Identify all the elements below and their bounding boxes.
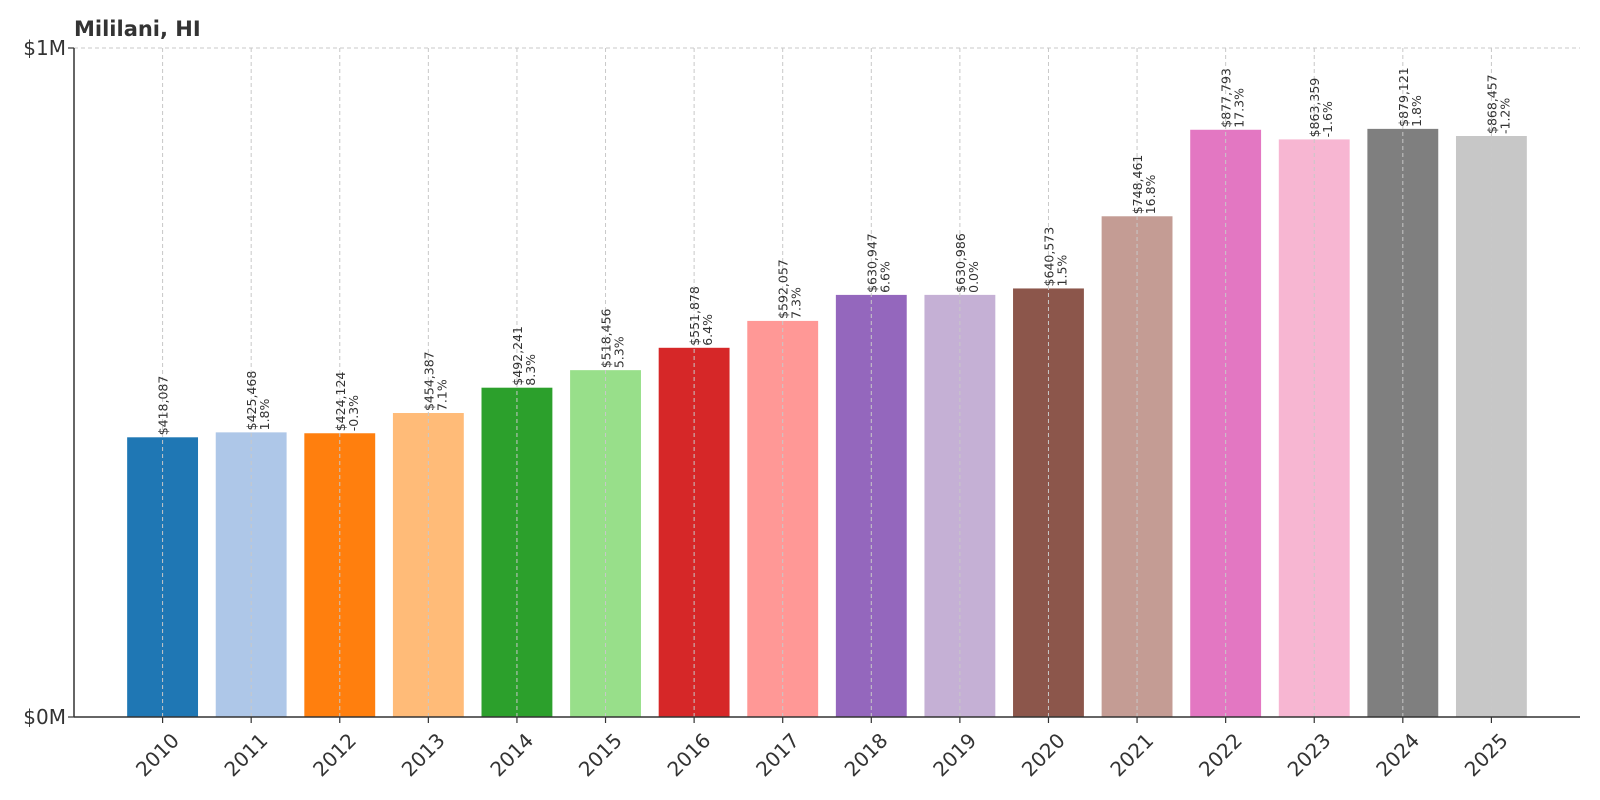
value-label-2020: $640,573 bbox=[1041, 227, 1056, 287]
value-label-2018: $630,947 bbox=[864, 233, 879, 293]
y-tick-label: $1M bbox=[23, 36, 66, 60]
x-tick-label-2020: 2020 bbox=[1017, 728, 1070, 781]
value-label-2024: $879,121 bbox=[1396, 67, 1411, 127]
bar-2010 bbox=[127, 437, 199, 717]
x-tick-label-2011: 2011 bbox=[219, 728, 272, 781]
bar-2021 bbox=[1101, 216, 1173, 717]
change-label-2024: 1.8% bbox=[1409, 95, 1424, 127]
value-label-2017: $592,057 bbox=[776, 259, 791, 319]
y-tick-label: $0M bbox=[23, 705, 66, 729]
value-label-2011: $425,468 bbox=[244, 371, 259, 431]
x-tick-label-2018: 2018 bbox=[840, 728, 893, 781]
x-tick-label-2024: 2024 bbox=[1371, 728, 1424, 781]
value-label-2023: $863,359 bbox=[1307, 78, 1322, 138]
change-label-2016: 6.4% bbox=[700, 314, 715, 346]
value-label-2012: $424,124 bbox=[333, 372, 348, 432]
change-label-2022: 17.3% bbox=[1232, 88, 1247, 128]
x-tick-label-2010: 2010 bbox=[131, 728, 184, 781]
bar-2022 bbox=[1190, 129, 1262, 718]
change-label-2015: 5.3% bbox=[612, 336, 627, 368]
change-label-2017: 7.3% bbox=[789, 287, 804, 319]
x-tick-label-2022: 2022 bbox=[1194, 728, 1247, 781]
change-label-2019: 0.0% bbox=[966, 261, 981, 293]
x-tick-label-2017: 2017 bbox=[751, 728, 804, 781]
value-label-2014: $492,241 bbox=[510, 326, 525, 386]
x-tick-label-2013: 2013 bbox=[397, 728, 450, 781]
change-label-2021: 16.8% bbox=[1143, 174, 1158, 214]
value-label-2022: $877,793 bbox=[1219, 68, 1234, 128]
value-label-2015: $518,456 bbox=[599, 308, 614, 368]
value-label-2025: $868,457 bbox=[1484, 74, 1499, 134]
change-label-2025: -1.2% bbox=[1497, 98, 1512, 134]
x-tick-label-2015: 2015 bbox=[574, 728, 627, 781]
x-tick-label-2023: 2023 bbox=[1283, 728, 1336, 781]
x-tick-label-2016: 2016 bbox=[662, 728, 715, 781]
change-label-2023: -1.6% bbox=[1320, 101, 1335, 137]
change-label-2014: 8.3% bbox=[523, 354, 538, 386]
change-label-2018: 6.6% bbox=[877, 261, 892, 293]
change-label-2013: 7.1% bbox=[434, 379, 449, 411]
change-label-2020: 1.5% bbox=[1054, 255, 1069, 287]
change-label-2012: -0.3% bbox=[346, 395, 361, 431]
value-label-2013: $454,387 bbox=[421, 351, 436, 411]
change-label-2011: 1.8% bbox=[257, 398, 272, 430]
x-tick-label-2019: 2019 bbox=[928, 728, 981, 781]
value-label-2019: $630,986 bbox=[953, 233, 968, 293]
value-label-2016: $551,878 bbox=[687, 286, 702, 346]
x-tick-label-2014: 2014 bbox=[485, 728, 538, 781]
x-tick-label-2021: 2021 bbox=[1105, 728, 1158, 781]
x-tick-label-2012: 2012 bbox=[308, 728, 361, 781]
value-label-2021: $748,461 bbox=[1130, 155, 1145, 215]
chart-title: Mililani, HI bbox=[74, 17, 201, 41]
value-label-2010: $418,087 bbox=[156, 376, 171, 436]
x-tick-label-2025: 2025 bbox=[1460, 728, 1513, 781]
